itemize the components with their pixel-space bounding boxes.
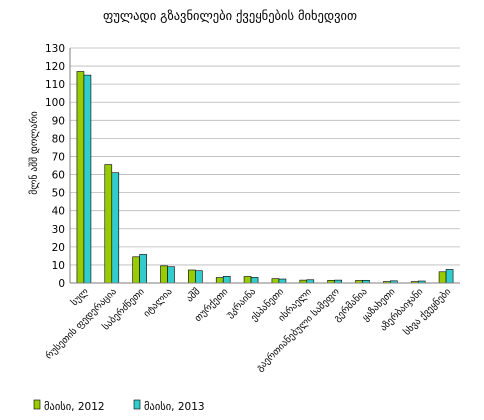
bar-series-0-5 xyxy=(215,277,224,284)
bar-series-0-13 xyxy=(438,271,447,284)
bar-series-0-6 xyxy=(243,276,252,284)
bar-series-1-5 xyxy=(222,276,231,284)
y-tick-label: 110 xyxy=(45,79,65,91)
bar-series-1-6 xyxy=(250,277,259,284)
y-tick-label: 10 xyxy=(52,260,65,272)
y-tick-label: 50 xyxy=(52,188,65,200)
bars xyxy=(76,71,454,284)
x-category-label: აშშ xyxy=(184,286,202,304)
bar-series-0-4 xyxy=(188,269,196,284)
y-tick-label: 90 xyxy=(52,115,65,127)
bar-series-0-3 xyxy=(160,265,168,284)
bar-series-1-1 xyxy=(111,172,120,284)
bar-series-1-4 xyxy=(195,270,203,284)
x-category-label: იტალია xyxy=(142,286,175,319)
y-axis-label: მლნ აშშ დოლარი xyxy=(29,111,40,194)
y-tick-label: 20 xyxy=(52,242,65,254)
y-tick-labels: 0 10 20 30 40 50 60 70 80 90 100 110 120 130 xyxy=(45,43,65,290)
y-tick-label: 130 xyxy=(45,43,65,55)
bar-series-1-7 xyxy=(278,278,287,284)
legend-swatch-2012 xyxy=(33,399,41,410)
y-tick-label: 30 xyxy=(52,224,65,236)
bar-series-0-1 xyxy=(104,164,113,284)
y-tick-label: 0 xyxy=(58,278,65,290)
y-tick-label: 80 xyxy=(52,133,65,145)
bar-series-0-7 xyxy=(271,278,280,284)
bar-series-0-2 xyxy=(132,256,140,284)
y-tick-label: 60 xyxy=(52,170,65,182)
y-tick-label: 40 xyxy=(52,206,65,218)
bar-series-1-0 xyxy=(83,74,92,284)
y-tick-label: 100 xyxy=(45,97,65,109)
legend-label-2012: მაისი, 2012 xyxy=(44,401,105,413)
chart-title: ფულადი გზავნილები ქვეყნების მიხედვით xyxy=(103,8,357,23)
y-tick-label: 120 xyxy=(45,61,65,73)
legend-swatch-2013 xyxy=(133,399,141,410)
bar-series-1-2 xyxy=(139,254,147,284)
bar-series-0-0 xyxy=(76,71,85,284)
gridlines xyxy=(70,47,460,266)
x-category-label: სულ xyxy=(69,286,91,308)
y-tick-label: 70 xyxy=(52,151,65,163)
legend-label-2013: მაისი, 2013 xyxy=(144,401,205,413)
bar-series-1-3 xyxy=(167,266,175,284)
bar-series-1-13 xyxy=(445,269,454,284)
legend: მაისი, 2012 მაისი, 2013 xyxy=(33,399,205,413)
